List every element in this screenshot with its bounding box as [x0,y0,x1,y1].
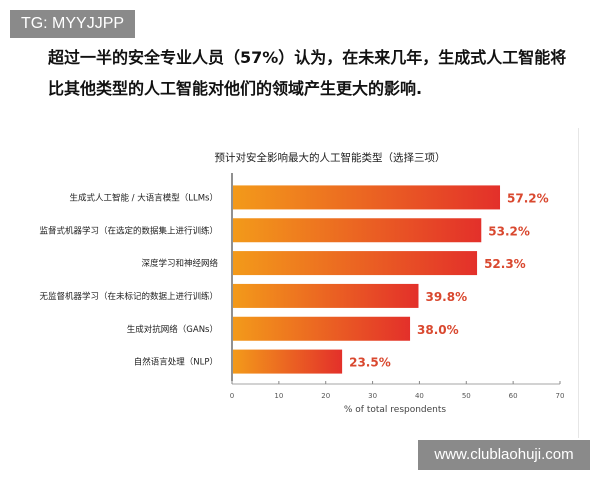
data-label: 57.2% [507,191,549,205]
category-label: 监督式机器学习（在选定的数据集上进行训练） [39,225,218,236]
x-tick-label: 70 [556,392,565,400]
watermark-top: TG: MYYJJPP [10,10,135,38]
x-tick-label: 60 [509,392,518,400]
category-label: 无监督机器学习（在未标记的数据上进行训练） [39,291,218,302]
watermark-bottom: www.clublaohuji.com [418,440,590,470]
data-label: 53.2% [488,224,530,238]
bar [233,283,419,308]
chart-title: 预计对安全影响最大的人工智能类型（选择三项） [215,151,446,164]
x-tick-label: 10 [274,392,283,400]
x-tick-label: 40 [415,392,424,400]
bar [233,251,478,276]
bar [233,218,482,243]
chart-border [578,128,579,438]
heading: 超过一半的安全专业人员（57%）认为，在未来几年，生成式人工智能将比其他类型的人… [48,48,567,98]
x-tick-label: 30 [368,392,377,400]
data-label: 39.8% [425,290,467,304]
category-label: 自然语言处理（NLP） [134,357,218,368]
data-label: 38.0% [417,323,459,337]
x-tick-label: 0 [230,392,234,400]
bar [233,316,411,341]
data-label: 23.5% [349,356,391,370]
category-label: 深度学习和神经网络 [141,258,218,269]
category-label: 生成式人工智能 / 大语言模型（LLMs） [69,192,218,203]
x-tick-label: 50 [462,392,471,400]
data-label: 52.3% [484,257,526,271]
x-tick-label: 20 [321,392,330,400]
bar [233,185,501,210]
bar [233,349,343,374]
category-label: 生成对抗网络（GANs） [127,324,218,335]
x-axis-label: % of total respondents [344,405,447,415]
